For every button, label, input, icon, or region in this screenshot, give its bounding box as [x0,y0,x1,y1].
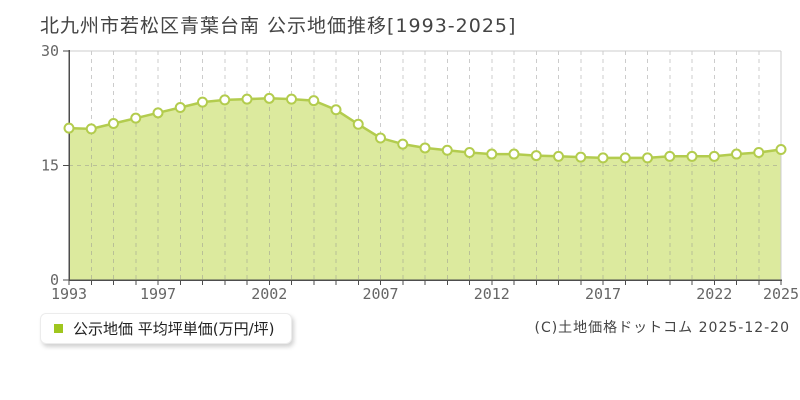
legend-swatch-icon [54,324,63,333]
y-axis-tick-label: 30 [41,42,59,60]
data-point [753,147,765,159]
data-point [197,96,208,108]
data-point [486,148,498,160]
legend-label: 公示地価 平均坪単価(万円/坪) [73,320,275,338]
data-point [330,104,342,116]
x-axis-tick-label: 1997 [140,285,176,303]
data-point [219,94,231,106]
data-point [63,122,75,134]
data-point [263,92,275,104]
data-point [152,107,164,119]
data-point [286,93,297,105]
data-point [174,101,186,113]
data-point [731,148,742,160]
data-point [397,138,409,150]
area-fill [69,98,781,280]
x-axis-tick-label: 2017 [585,285,621,303]
y-axis-tick-label: 15 [41,157,59,175]
x-axis-tick-label: 2002 [251,285,287,303]
data-point [85,123,97,135]
data-point [664,150,676,162]
chart-title: 北九州市若松区青葉台南 公示地価推移[1993-2025] [40,15,517,37]
data-point [352,118,364,130]
data-point [419,142,431,154]
data-point [575,151,587,163]
data-point [441,144,453,156]
data-point [642,152,653,164]
x-axis-tick-label: 1993 [51,285,87,303]
copyright-text: (C)土地価格ドットコム 2025-12-20 [534,320,790,336]
chart-canvas: 0 15 30 1993 1997 2002 2007 2012 2017 2022 2025 [41,42,799,303]
x-axis-tick-label: 2022 [696,285,732,303]
data-point [686,150,698,162]
data-point [775,143,787,155]
data-point [241,93,253,105]
x-axis-tick-label: 2007 [362,285,398,303]
data-point [530,150,542,162]
data-point [708,150,720,162]
data-point [553,150,564,162]
y-axis-tick-label: 0 [50,271,59,289]
data-point [619,152,631,164]
x-axis-tick-label: 2025 [763,285,799,303]
plot-border [69,50,782,280]
data-point [597,152,609,164]
x-axis-tick-label: 2012 [474,285,510,303]
data-point [308,95,320,107]
data-point [508,148,520,160]
legend: 公示地価 平均坪単価(万円/坪) [40,313,292,344]
tick-marks [63,50,782,285]
data-point [375,132,386,144]
data-point [130,112,142,124]
data-point [464,147,475,159]
data-point [108,118,119,130]
